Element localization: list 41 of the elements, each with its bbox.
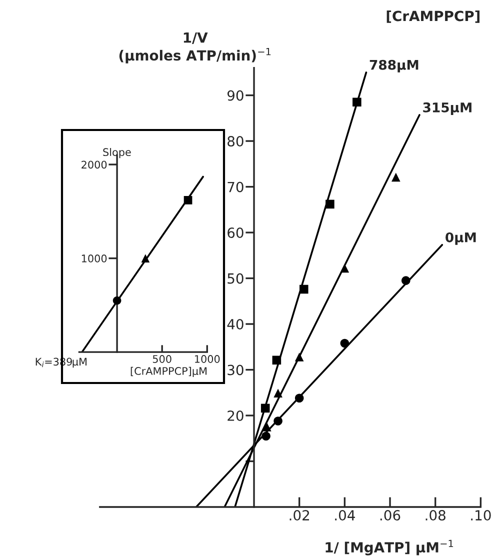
- y-tick-label: 70: [228, 182, 244, 192]
- y-axis-title: 1/V (µmoles ATP/min)$^{−1}$: [119, 32, 271, 64]
- point: [272, 356, 282, 365]
- y-tick-label: 2000: [82, 160, 107, 169]
- x-axis-title: [CrAMPPCP]µM: [130, 366, 207, 377]
- point: [262, 422, 272, 432]
- y-tick-label: 30: [228, 364, 244, 376]
- point: [260, 404, 270, 413]
- y-tick-label: 60: [228, 228, 244, 238]
- x-axis-title: 1/ [MgATP] µM$^{−1}$: [326, 540, 454, 556]
- legend-title: [CrAMPPCP]: [386, 10, 480, 23]
- y-tick-label: 80: [228, 136, 244, 147]
- x-tick-label: .08: [426, 510, 446, 521]
- x-tick-label: .06: [380, 510, 400, 521]
- y-tick-label: 20: [228, 410, 244, 421]
- point: [274, 416, 282, 426]
- point: [326, 200, 334, 209]
- point: [299, 284, 308, 294]
- point: [352, 98, 362, 107]
- point: [294, 394, 304, 403]
- x-tick-label: 500: [152, 355, 172, 363]
- y-axis-title: Slope: [103, 148, 131, 158]
- point: [401, 276, 410, 285]
- series-label: 788µM: [370, 60, 418, 72]
- series-label: 0µM: [446, 232, 476, 245]
- point: [392, 172, 400, 182]
- point: [294, 352, 304, 362]
- x-tick-label: .10: [471, 510, 491, 521]
- series-label: 315µM: [423, 102, 472, 115]
- x-tick-label: .04: [335, 510, 355, 521]
- point: [184, 196, 192, 204]
- point: [262, 432, 270, 440]
- y-tick-label: 50: [228, 273, 244, 284]
- y-tick-label: 40: [227, 318, 244, 330]
- point: [340, 264, 350, 273]
- point: [112, 296, 122, 305]
- point: [340, 338, 350, 348]
- x-tick-label: .02: [290, 510, 309, 521]
- y-tick-label: 90: [227, 90, 244, 101]
- point: [274, 388, 282, 398]
- point: [141, 254, 150, 262]
